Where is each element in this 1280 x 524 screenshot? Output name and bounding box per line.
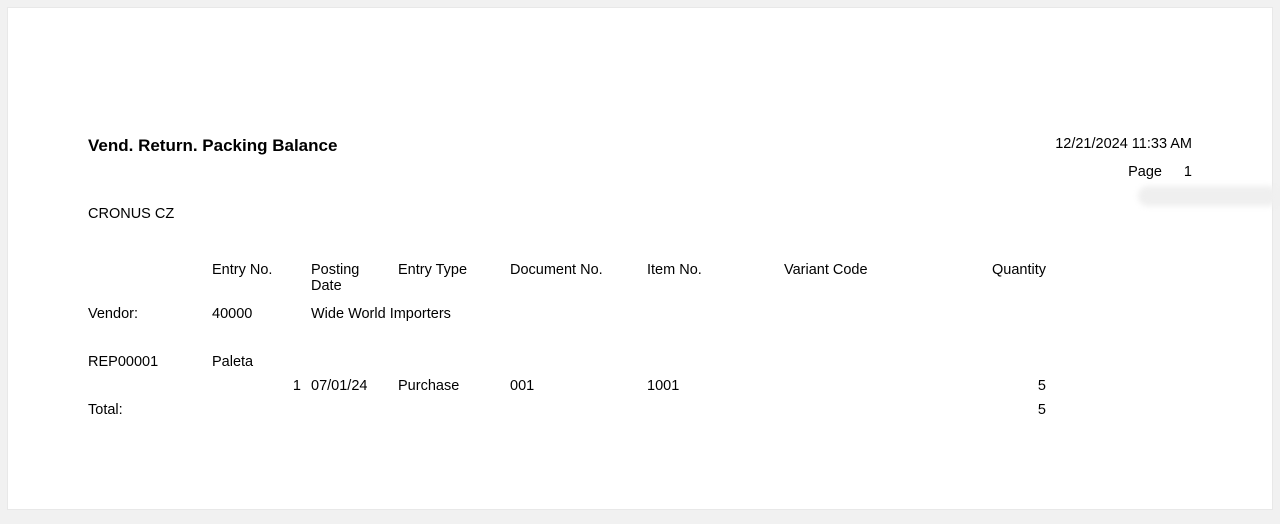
column-headers: Entry No. Posting Date Entry Type Docume… [88,262,1192,294]
cell-spacer [88,378,212,394]
cell-entry-no: 1 [212,378,311,394]
total-row: Total: 5 [88,402,1192,418]
col-document-no: Document No. [510,262,647,278]
page-row: Page 1 [88,164,1192,186]
total-spacer3 [311,402,398,418]
col-posting-date: Posting Date [311,262,398,294]
item-desc: Paleta [212,354,311,370]
col-variant-code: Variant Code [784,262,916,278]
vendor-row: Vendor: 40000 Wide World Importers [88,306,1192,322]
item-code: REP00001 [88,354,212,370]
cell-variant-code [784,378,916,394]
page-label: Page [1128,164,1162,180]
report-page: Vend. Return. Packing Balance 12/21/2024… [7,7,1273,510]
cell-posting-date: 07/01/24 [311,378,398,394]
report-timestamp: 12/21/2024 11:33 AM [1055,136,1192,152]
cell-item-no: 1001 [647,378,784,394]
total-spacer7 [784,402,916,418]
entry-line: 1 07/01/24 Purchase 001 1001 5 [88,378,1192,394]
report-grid: Entry No. Posting Date Entry Type Docume… [88,262,1192,418]
report-content: Vend. Return. Packing Balance 12/21/2024… [88,8,1192,418]
col-entry-no: Entry No. [212,262,311,278]
cell-document-no: 001 [510,378,647,394]
total-quantity: 5 [916,402,1046,418]
col-posting-date-text: Posting Date [311,262,371,294]
total-spacer4 [398,402,510,418]
vendor-name: Wide World Importers [311,306,451,322]
total-label: Total: [88,402,212,418]
page-number: 1 [1184,164,1192,180]
cell-quantity: 5 [916,378,1046,394]
col-item-no: Item No. [647,262,784,278]
col-entry-type: Entry Type [398,262,510,278]
item-header-row: REP00001 Paleta [88,354,1192,370]
title-row: Vend. Return. Packing Balance 12/21/2024… [88,136,1192,158]
vendor-label: Vendor: [88,306,212,322]
total-spacer6 [647,402,784,418]
total-spacer2 [212,402,311,418]
total-spacer5 [510,402,647,418]
company-name: CRONUS CZ [88,206,1192,222]
vendor-no: 40000 [212,306,311,322]
cell-entry-type: Purchase [398,378,510,394]
report-title: Vend. Return. Packing Balance [88,136,337,155]
col-quantity: Quantity [916,262,1046,278]
